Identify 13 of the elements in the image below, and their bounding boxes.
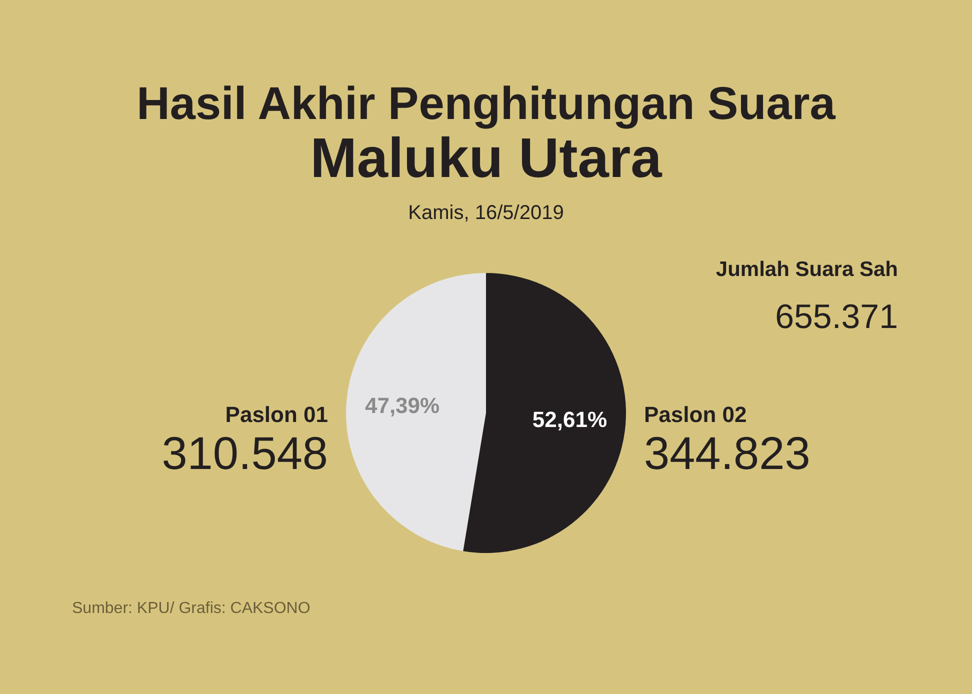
data-label: 47,39% [364,393,440,418]
text: 344.823 [644,427,810,479]
data-label: 52,61% [532,406,608,432]
pie-slice [463,273,626,553]
text: Sumber: KPU/ Grafis: CAKSONO [72,600,310,617]
text: 655.371 [775,298,898,336]
pie-slice [346,273,486,552]
text: Kamis, 16/5/2019 [408,202,564,224]
chart-title: Hasil Akhir Penghitungan Suara [136,77,836,129]
text: Jumlah Suara Sah [716,258,898,281]
slice-label: Paslon 01 [225,402,328,427]
slice-label: Paslon 02 [644,402,747,427]
text: 310.548 [162,427,328,479]
